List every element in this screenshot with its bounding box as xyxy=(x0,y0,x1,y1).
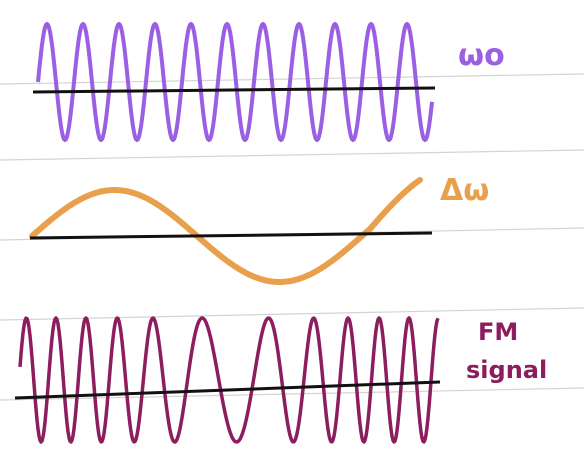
axis-line xyxy=(14,380,441,400)
modulating-label: Δω xyxy=(440,173,489,208)
carrier-wave xyxy=(36,22,434,142)
ruled-line xyxy=(0,149,584,161)
ruled-line xyxy=(0,307,584,321)
axis-line xyxy=(29,231,433,240)
ruled-line xyxy=(0,387,584,401)
fm-label: FM xyxy=(478,318,518,346)
fm-label: signal xyxy=(466,356,547,384)
modulating-wave xyxy=(29,176,423,285)
fm-wave xyxy=(18,316,440,444)
axis-line xyxy=(32,86,436,94)
carrier-label: ωo xyxy=(458,38,505,73)
